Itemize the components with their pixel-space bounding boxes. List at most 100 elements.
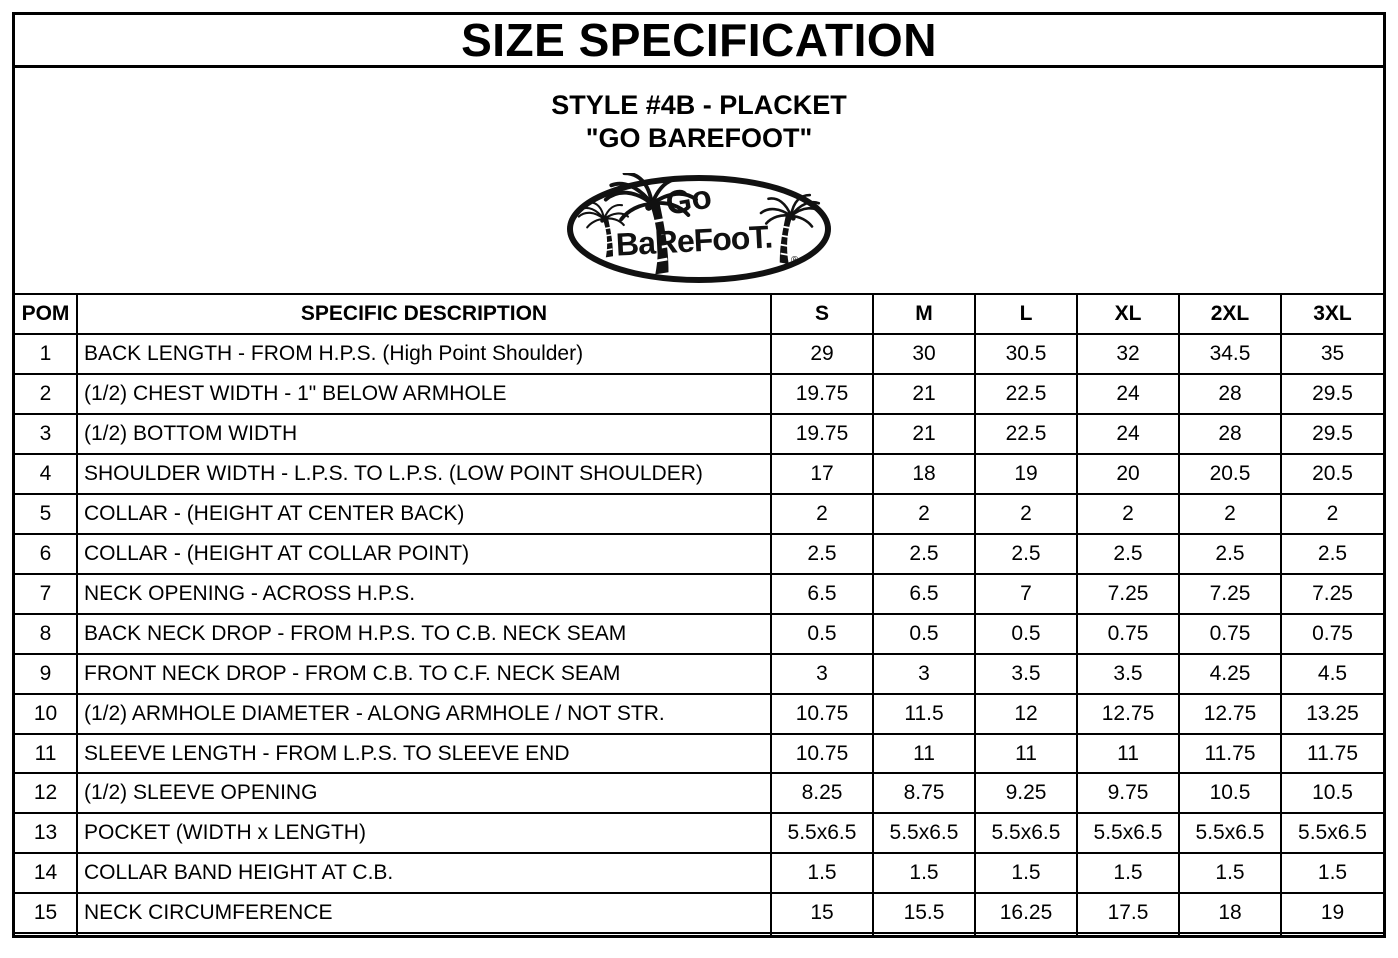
size-value-cell: 10.75 [770,732,874,775]
size-value-cell: 24 [1076,372,1180,415]
size-value-cell: 3 [770,652,874,695]
size-value-cell [1280,932,1383,935]
pom-cell: 6 [15,532,78,575]
description-cell: SLEEVE LENGTH - FROM L.P.S. TO SLEEVE EN… [76,732,772,775]
table-row: 14 COLLAR BAND HEIGHT AT C.B. 1.5 1.5 1.5 1.5… [15,852,1383,895]
size-value-cell: 0.5 [872,612,976,655]
size-value-cell: 11.75 [1178,732,1282,775]
go-barefoot-logo: Go BaReFooT. ® [567,171,831,283]
pom-cell: 4 [15,452,78,495]
size-value-cell: 1.5 [770,852,874,895]
size-value-cell: 1.5 [1280,852,1383,895]
description-cell: (1/2) CHEST WIDTH - 1" BELOW ARMHOLE [76,372,772,415]
size-value-cell: 19 [1280,892,1383,935]
pom-cell: 8 [15,612,78,655]
size-value-cell: 6.5 [770,572,874,615]
table-row: 1 BACK LENGTH - FROM H.P.S. (High Point S… [15,333,1383,375]
pom-cell: 10 [15,692,78,735]
size-value-cell: 19.75 [770,412,874,455]
table-row-empty [15,932,1383,935]
description-cell: COLLAR BAND HEIGHT AT C.B. [76,852,772,895]
size-value-cell: 2 [770,492,874,535]
size-value-cell: 29.5 [1280,372,1383,415]
size-value-cell: 2.5 [1280,532,1383,575]
size-value-cell: 2.5 [872,532,976,575]
description-cell: POCKET (WIDTH x LENGTH) [76,812,772,855]
description-cell: BACK NECK DROP - FROM H.P.S. TO C.B. NEC… [76,612,772,655]
table-row: 7 NECK OPENING - ACROSS H.P.S. 6.5 6.5 7 7.25… [15,572,1383,615]
col-header-size-s: S [770,293,874,335]
size-value-cell: 19.75 [770,372,874,415]
size-value-cell: 1.5 [872,852,976,895]
size-value-cell: 2 [974,492,1078,535]
size-value-cell: 3.5 [1076,652,1180,695]
pom-cell: 1 [15,333,78,375]
brand-subtitle: "GO BAREFOOT" [585,123,813,153]
size-value-cell: 12.75 [1076,692,1180,735]
size-value-cell: 30 [872,333,976,375]
size-value-cell: 0.75 [1076,612,1180,655]
size-value-cell: 0.5 [770,612,874,655]
size-value-cell: 2 [1280,492,1383,535]
table-row: 12 (1/2) SLEEVE OPENING 8.25 8.75 9.25 9.75 10… [15,772,1383,815]
size-value-cell: 9.25 [974,772,1078,815]
pom-cell: 15 [15,892,78,935]
size-value-cell: 5.5x6.5 [872,812,976,855]
registered-trademark-icon: ® [791,255,799,266]
description-cell: (1/2) SLEEVE OPENING [76,772,772,815]
pom-cell: 12 [15,772,78,815]
table-row: 3 (1/2) BOTTOM WIDTH 19.75 21 22.5 24 28 29.5 [15,412,1383,455]
size-value-cell: 8.75 [872,772,976,815]
size-value-cell: 17 [770,452,874,495]
description-cell: (1/2) ARMHOLE DIAMETER - ALONG ARMHOLE /… [76,692,772,735]
logo-text-go: Go [663,177,715,221]
size-value-cell: 35 [1280,333,1383,375]
table-row: 9 FRONT NECK DROP - FROM C.B. TO C.F. NEC… [15,652,1383,695]
size-value-cell: 5.5x6.5 [974,812,1078,855]
size-value-cell: 11.5 [872,692,976,735]
logo-wrap: Go BaReFooT. ® [15,171,1383,285]
style-subtitle: STYLE #4B - PLACKET [551,90,847,120]
logo-text-barefoot: BaReFooT. [615,218,773,262]
size-value-cell: 2.5 [1178,532,1282,575]
size-value-cell: 21 [872,412,976,455]
size-value-cell: 30.5 [974,333,1078,375]
table-row: 5 COLLAR - (HEIGHT AT CENTER BACK) 2 2 2 2 2 2 [15,492,1383,535]
size-value-cell: 18 [872,452,976,495]
spec-table: POM SPECIFIC DESCRIPTION S M L XL 2XL 3X… [15,293,1383,935]
size-value-cell: 2 [872,492,976,535]
col-header-size-2xl: 2XL [1178,293,1282,335]
size-value-cell: 13.25 [1280,692,1383,735]
size-value-cell: 1.5 [974,852,1078,895]
spec-table-body: 1 BACK LENGTH - FROM H.P.S. (High Point S… [15,333,1383,935]
size-value-cell: 12.75 [1178,692,1282,735]
size-value-cell: 24 [1076,412,1180,455]
header-section: STYLE #4B - PLACKET "GO BAREFOOT" [15,68,1383,293]
size-value-cell: 22.5 [974,412,1078,455]
size-value-cell: 10.5 [1280,772,1383,815]
description-cell: (1/2) BOTTOM WIDTH [76,412,772,455]
table-row: 8 BACK NECK DROP - FROM H.P.S. TO C.B. NE… [15,612,1383,655]
size-value-cell: 5.5x6.5 [1076,812,1180,855]
size-value-cell: 1.5 [1178,852,1282,895]
description-cell: COLLAR - (HEIGHT AT COLLAR POINT) [76,532,772,575]
size-value-cell: 11 [974,732,1078,775]
size-value-cell: 4.5 [1280,652,1383,695]
table-row: 10 (1/2) ARMHOLE DIAMETER - ALONG ARMHOLE… [15,692,1383,735]
spec-sheet: SIZE SPECIFICATION STYLE #4B - PLACKET "… [12,12,1386,938]
table-row: 13 POCKET (WIDTH x LENGTH) 5.5x6.5 5.5x6.5 5… [15,812,1383,855]
size-value-cell: 11 [872,732,976,775]
pom-cell: 2 [15,372,78,415]
size-value-cell: 2.5 [1076,532,1180,575]
size-value-cell: 17.5 [1076,892,1180,935]
size-value-cell: 28 [1178,412,1282,455]
size-value-cell: 7.25 [1076,572,1180,615]
size-value-cell: 32 [1076,333,1180,375]
size-value-cell: 9.75 [1076,772,1180,815]
size-value-cell: 15 [770,892,874,935]
size-value-cell: 0.5 [974,612,1078,655]
size-value-cell: 3 [872,652,976,695]
size-value-cell: 29.5 [1280,412,1383,455]
size-value-cell: 34.5 [1178,333,1282,375]
pom-cell: 9 [15,652,78,695]
